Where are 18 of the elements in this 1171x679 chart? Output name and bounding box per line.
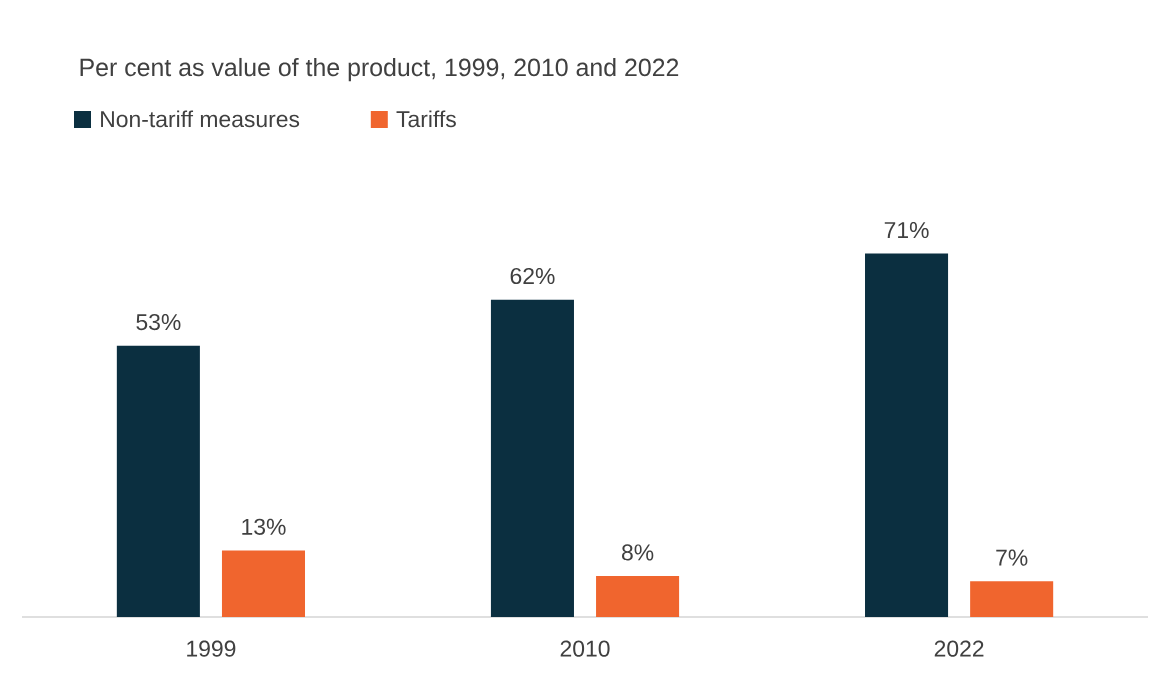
x-tick-label: 2010 — [560, 640, 610, 657]
x-tick-label: 1999 — [187, 640, 236, 657]
x-tick-label: 2022 — [934, 640, 984, 657]
data-label: 8% — [622, 544, 654, 561]
bar — [490, 299, 574, 617]
data-label: 53% — [136, 313, 181, 331]
legend-label: Tariffs — [396, 110, 456, 128]
legend-label: Non-tariff measures — [101, 110, 300, 128]
chart-title: Per cent as value of the product, 1999, 2010 and 2022 — [80, 57, 679, 82]
data-label: 7% — [996, 549, 1028, 566]
data-label: 71% — [884, 222, 929, 239]
bar — [116, 345, 200, 617]
bar — [865, 253, 949, 617]
bar — [596, 576, 680, 617]
data-label: 62% — [510, 267, 555, 285]
bar — [221, 550, 306, 617]
bar — [970, 581, 1054, 617]
data-label: 13% — [242, 518, 286, 535]
